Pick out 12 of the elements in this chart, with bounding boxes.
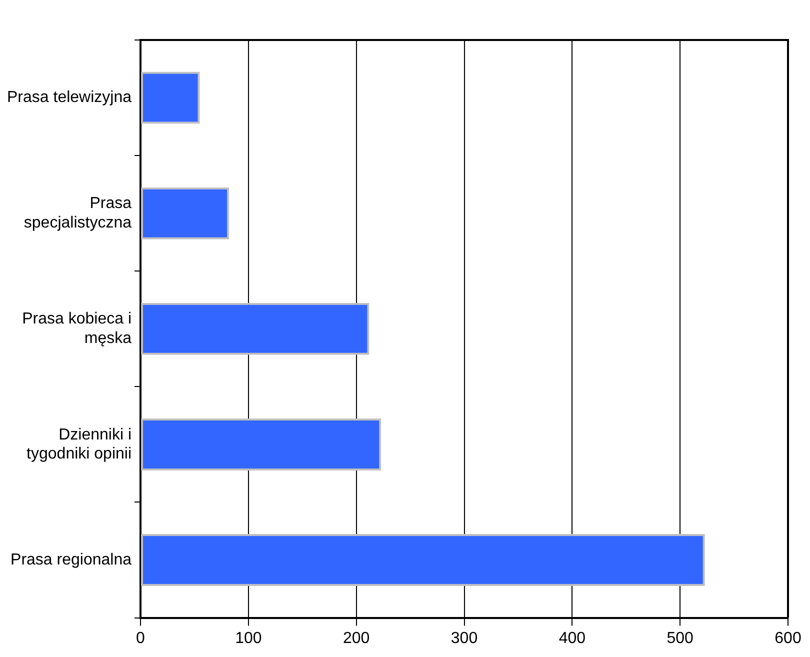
- y-tick-label: Prasa kobieca i męska: [22, 310, 132, 347]
- x-tick-label: 0: [136, 630, 146, 647]
- x-tick-label: 500: [666, 630, 694, 647]
- x-tick-label: 200: [342, 630, 370, 647]
- x-tick-label: 400: [558, 630, 586, 647]
- y-tick-label: Prasa specjalistyczna: [24, 195, 132, 232]
- x-tick-label: 600: [774, 630, 802, 647]
- y-tick-label: Dzienniki i tygodniki opinii: [26, 426, 132, 462]
- x-tick-label: 100: [235, 630, 262, 647]
- y-tick-label: Prasa telewizyjna: [7, 89, 132, 106]
- y-tick-label: Prasa regionalna: [10, 551, 132, 568]
- x-tick-label: 300: [450, 630, 478, 647]
